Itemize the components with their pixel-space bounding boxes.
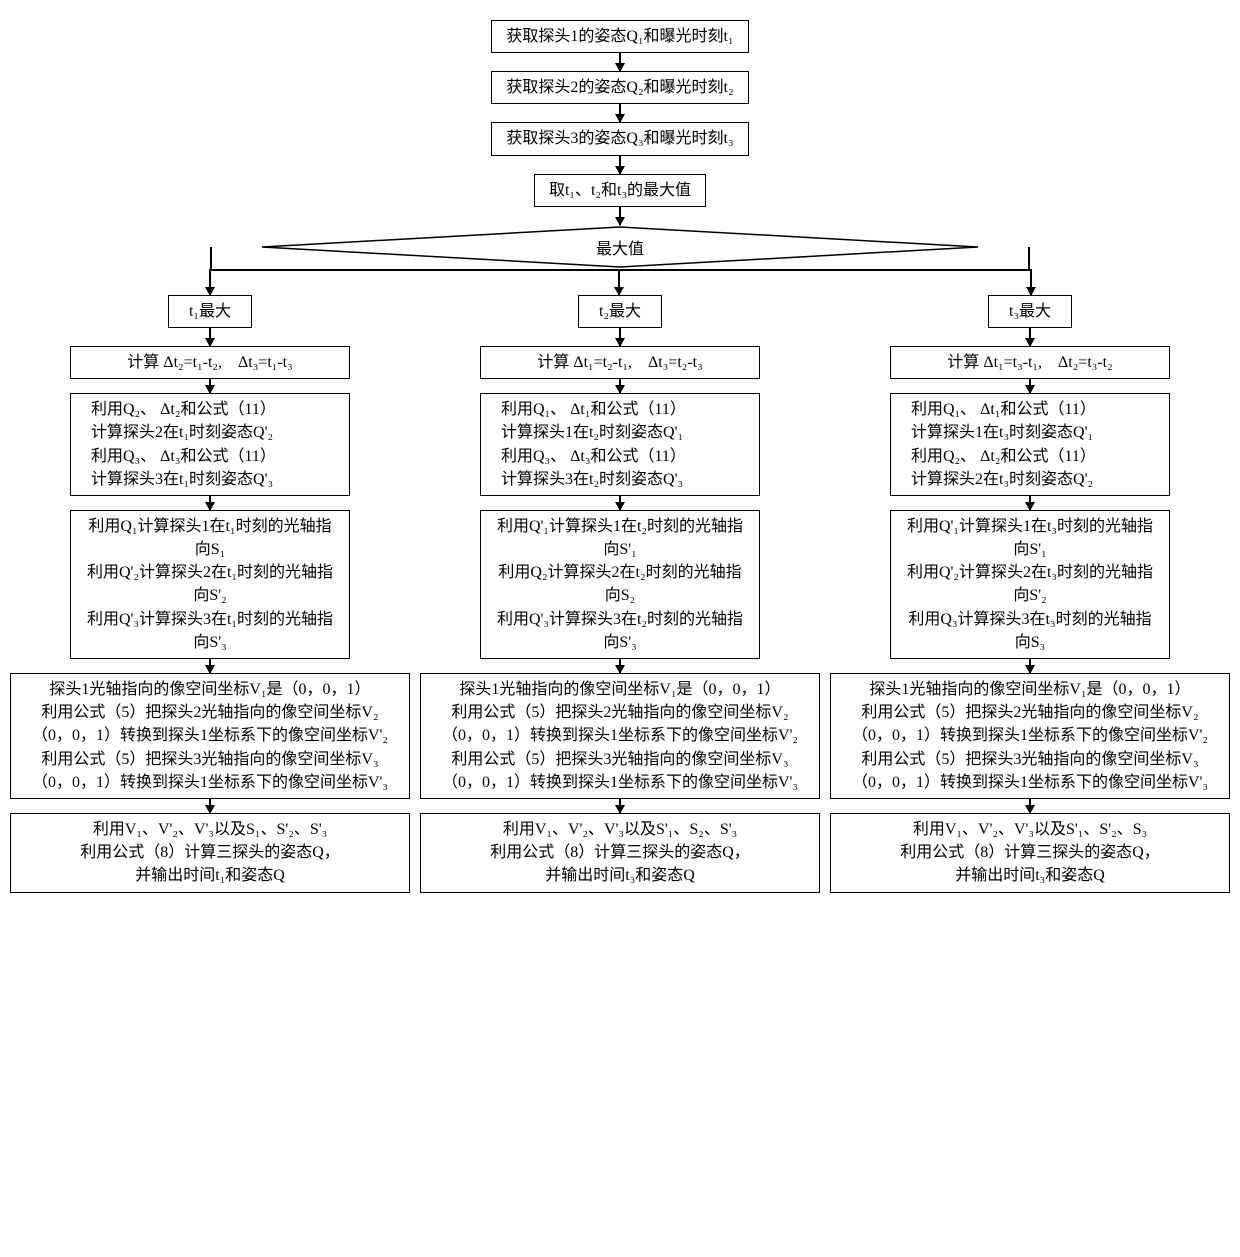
step-acquire-probe2: 获取探头2的姿态Q₂和曝光时刻t₂: [491, 71, 748, 104]
branch-t1: t₁最大 计算 Δt₂=t₁-t₂, Δt₃=t₁-t₃ 利用Q₂、 Δt₂和公…: [10, 295, 410, 893]
branch-head: t₁最大: [168, 295, 252, 328]
branch-connector: [10, 269, 1230, 295]
branch-pose: 利用Q₁、 Δt₁和公式（11） 计算探头1在t₂时刻姿态Q'₁ 利用Q₃、 Δ…: [480, 393, 760, 496]
branches-row: t₁最大 计算 Δt₂=t₁-t₂, Δt₃=t₁-t₃ 利用Q₂、 Δt₂和公…: [10, 295, 1230, 893]
branch-t3: t₃最大 计算 Δt₁=t₃-t₁, Δt₂=t₃-t₂ 利用Q₁、 Δt₁和公…: [830, 295, 1230, 893]
decision-max: 最大值: [260, 225, 980, 269]
branch-final: 利用V₁、V'₂、V'₃以及S'₁、S₂、S'₃ 利用公式（8）计算三探头的姿态…: [420, 813, 820, 893]
flowchart-root: 获取探头1的姿态Q₁和曝光时刻t₁ 获取探头2的姿态Q₂和曝光时刻t₂ 获取探头…: [10, 20, 1230, 893]
branch-pose: 利用Q₁、 Δt₁和公式（11） 计算探头1在t₃时刻姿态Q'₁ 利用Q₂、 Δ…: [890, 393, 1170, 496]
branch-axis: 利用Q'₁计算探头1在t₂时刻的光轴指向S'₁ 利用Q₂计算探头2在t₂时刻的光…: [480, 510, 760, 659]
branch-calc: 计算 Δt₂=t₁-t₂, Δt₃=t₁-t₃: [70, 346, 350, 379]
branch-space: 探头1光轴指向的像空间坐标V₁是（0，0，1） 利用公式（5）把探头2光轴指向的…: [10, 673, 410, 799]
decision-label: 最大值: [592, 235, 648, 259]
branch-axis: 利用Q₁计算探头1在t₁时刻的光轴指向S₁ 利用Q'₂计算探头2在t₁时刻的光轴…: [70, 510, 350, 659]
step-acquire-probe1: 获取探头1的姿态Q₁和曝光时刻t₁: [491, 20, 748, 53]
branch-calc: 计算 Δt₁=t₃-t₁, Δt₂=t₃-t₂: [890, 346, 1170, 379]
step-max-t: 取t₁、t₂和t₃的最大值: [534, 174, 706, 207]
branch-head: t₃最大: [988, 295, 1072, 328]
step-acquire-probe3: 获取探头3的姿态Q₃和曝光时刻t₃: [491, 122, 748, 155]
branch-final: 利用V₁、V'₂、V'₃以及S₁、S'₂、S'₃ 利用公式（8）计算三探头的姿态…: [10, 813, 410, 893]
branch-space: 探头1光轴指向的像空间坐标V₁是（0，0，1） 利用公式（5）把探头2光轴指向的…: [420, 673, 820, 799]
branch-pose: 利用Q₂、 Δt₂和公式（11） 计算探头2在t₁时刻姿态Q'₂ 利用Q₃、 Δ…: [70, 393, 350, 496]
branch-space: 探头1光轴指向的像空间坐标V₁是（0，0，1） 利用公式（5）把探头2光轴指向的…: [830, 673, 1230, 799]
branch-final: 利用V₁、V'₂、V'₃以及S'₁、S'₂、S₃ 利用公式（8）计算三探头的姿态…: [830, 813, 1230, 893]
branch-head: t₂最大: [578, 295, 662, 328]
branch-axis: 利用Q'₁计算探头1在t₃时刻的光轴指向S'₁ 利用Q'₂计算探头2在t₃时刻的…: [890, 510, 1170, 659]
branch-calc: 计算 Δt₁=t₂-t₁, Δt₃=t₂-t₃: [480, 346, 760, 379]
branch-t2: t₂最大 计算 Δt₁=t₂-t₁, Δt₃=t₂-t₃ 利用Q₁、 Δt₁和公…: [420, 295, 820, 893]
